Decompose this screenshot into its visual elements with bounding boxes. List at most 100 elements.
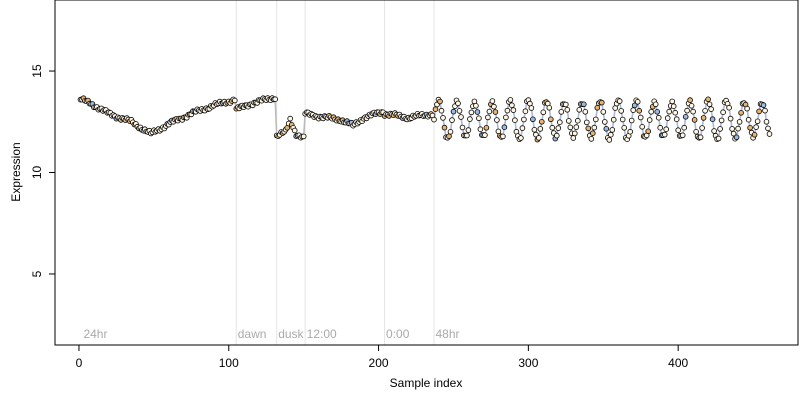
data-points <box>77 95 773 143</box>
data-point <box>476 115 482 122</box>
data-point <box>485 114 491 121</box>
data-point <box>751 132 758 138</box>
data-point <box>727 115 734 122</box>
data-point <box>711 128 717 134</box>
data-point <box>735 125 741 132</box>
data-point <box>441 124 448 131</box>
data-point <box>432 106 439 112</box>
data-point <box>528 105 535 111</box>
data-point <box>503 114 509 121</box>
data-point <box>681 124 687 131</box>
data-point <box>687 97 693 103</box>
data-point <box>609 127 616 133</box>
data-point <box>715 135 722 142</box>
data-point <box>486 108 493 115</box>
data-point <box>574 117 581 124</box>
data-point <box>762 107 768 114</box>
time-annotation-label: 48hr <box>435 327 459 341</box>
data-point <box>684 107 690 114</box>
x-axis-label: Sample index <box>390 376 463 390</box>
data-point <box>708 106 714 112</box>
data-point <box>440 115 446 121</box>
data-point <box>646 117 653 123</box>
data-point <box>570 135 577 141</box>
data-point <box>522 108 529 114</box>
data-point <box>610 116 617 123</box>
data-point <box>663 126 669 132</box>
data-point <box>232 97 238 104</box>
time-annotation-label: 12:00 <box>307 327 337 341</box>
data-point <box>706 101 713 108</box>
data-point <box>547 116 554 123</box>
data-point <box>766 131 773 137</box>
data-point <box>621 125 627 131</box>
data-point <box>637 114 644 121</box>
data-point <box>603 126 610 132</box>
segment-connector <box>302 113 306 137</box>
data-point <box>607 131 614 138</box>
data-point <box>582 109 589 115</box>
data-point <box>616 98 623 104</box>
data-point <box>675 127 681 133</box>
data-point <box>628 117 635 124</box>
data-point <box>467 116 473 122</box>
data-point <box>673 116 680 122</box>
data-point <box>483 125 490 131</box>
data-point <box>702 108 708 114</box>
data-point <box>540 109 547 116</box>
data-point <box>718 117 725 124</box>
x-tick-label: 400 <box>668 356 688 370</box>
x-tick-label: 300 <box>518 356 538 370</box>
data-point <box>438 107 445 114</box>
segment-connector <box>274 99 278 136</box>
data-point <box>592 116 599 123</box>
data-point <box>745 116 752 123</box>
y-tick-label: 15 <box>30 64 44 78</box>
time-annotation-label: dawn <box>238 327 267 341</box>
data-point <box>512 117 518 123</box>
y-axis-label: Expression <box>9 142 23 201</box>
data-point <box>744 105 750 112</box>
data-point <box>670 103 677 109</box>
data-point <box>455 100 461 107</box>
data-point <box>657 124 663 131</box>
data-point <box>753 124 759 130</box>
data-point <box>556 119 563 125</box>
data-point <box>598 99 605 106</box>
data-point <box>619 116 626 123</box>
data-point <box>459 124 466 131</box>
data-point <box>573 124 580 130</box>
data-point <box>691 117 698 123</box>
data-point <box>580 101 587 108</box>
data-point <box>600 109 607 115</box>
data-point <box>518 135 524 141</box>
data-point <box>699 125 705 131</box>
data-point <box>562 101 569 108</box>
time-annotation-label: 24hr <box>83 327 107 341</box>
data-point <box>538 119 545 125</box>
data-point <box>754 118 761 125</box>
data-point <box>588 136 595 142</box>
data-point <box>589 130 596 137</box>
x-axis: 0 100 200 300 400 <box>76 345 688 370</box>
data-point <box>661 131 668 138</box>
data-point <box>576 107 583 113</box>
data-point <box>627 128 633 135</box>
data-point <box>492 109 499 115</box>
data-point <box>690 108 696 115</box>
data-point <box>564 107 571 113</box>
data-point <box>693 129 699 135</box>
time-annotation-label: dusk <box>278 327 304 341</box>
data-point <box>549 124 556 131</box>
data-point <box>672 109 678 116</box>
data-point <box>655 114 662 121</box>
data-point <box>666 108 672 115</box>
time-markers <box>235 0 435 345</box>
data-point <box>583 119 590 126</box>
data-point <box>489 98 496 104</box>
data-point <box>477 126 484 132</box>
data-point <box>738 110 744 116</box>
data-point <box>558 109 565 115</box>
data-point <box>709 116 716 122</box>
